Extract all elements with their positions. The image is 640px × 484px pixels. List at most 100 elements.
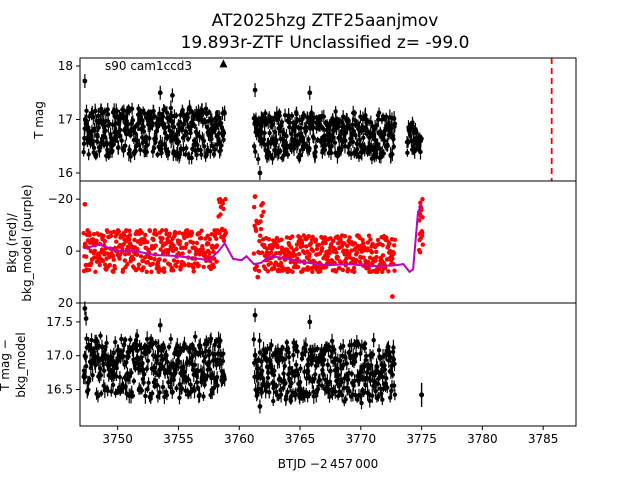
middle-data-point xyxy=(347,235,352,240)
bottom-data-point xyxy=(329,338,335,344)
bottom-data-point xyxy=(366,366,371,371)
bottom-data-point xyxy=(352,378,357,384)
middle-data-point xyxy=(374,255,379,260)
middle-data-point xyxy=(337,266,342,271)
bottom-data-point xyxy=(297,379,303,385)
middle-data-point xyxy=(279,237,284,242)
bottom-data-point xyxy=(286,354,292,360)
middle-data-point xyxy=(278,260,284,266)
top-data-point xyxy=(298,125,304,131)
top-data-point xyxy=(343,129,348,135)
middle-data-point xyxy=(268,260,273,266)
top-data-point xyxy=(298,153,303,158)
middle-data-point xyxy=(295,264,301,270)
middle-data-point xyxy=(365,240,371,245)
bottom-data-point xyxy=(321,357,327,362)
top-data-point xyxy=(159,150,164,156)
bottom-data-point xyxy=(141,380,146,385)
top-data-point xyxy=(184,145,189,151)
bottom-data-point xyxy=(95,338,100,344)
top-data-point xyxy=(168,105,174,111)
top-data-point xyxy=(218,121,224,126)
middle-data-point xyxy=(152,257,157,262)
bottom-data-point xyxy=(321,352,327,357)
bottom-data-point xyxy=(391,383,397,388)
bottom-data-point xyxy=(343,397,348,402)
middle-data-point xyxy=(391,243,397,248)
top-data-point xyxy=(356,154,362,159)
top-ytick-label: 17 xyxy=(58,113,73,127)
top-data-point xyxy=(185,115,190,120)
top-data-point xyxy=(94,139,100,144)
bottom-data-point xyxy=(211,385,217,391)
top-data-point xyxy=(267,130,272,136)
top-data-point xyxy=(304,125,309,130)
bottom-ytick-label: 17.5 xyxy=(46,315,73,329)
middle-data-point xyxy=(114,239,119,244)
bottom-data-point xyxy=(156,344,161,350)
bottom-outlier-point xyxy=(83,316,89,321)
middle-data-point xyxy=(108,233,114,239)
bottom-data-point xyxy=(113,339,118,345)
bottom-data-point xyxy=(314,393,319,398)
middle-data-point xyxy=(141,265,146,270)
bottom-data-point xyxy=(352,359,358,365)
middle-data-point xyxy=(142,255,148,260)
middle-data-point xyxy=(201,264,206,270)
top-data-point xyxy=(124,127,130,132)
middle-data-point xyxy=(259,213,264,218)
bottom-data-point xyxy=(370,352,376,357)
middle-data-point xyxy=(190,240,196,245)
bottom-data-point xyxy=(125,377,131,382)
bottom-data-point xyxy=(117,375,123,380)
bottom-data-point xyxy=(384,376,389,381)
top-data-point xyxy=(270,122,276,127)
bottom-data-point xyxy=(104,340,109,346)
bottom-data-point xyxy=(170,389,175,395)
top-data-point xyxy=(114,108,120,114)
top-data-point xyxy=(199,152,204,157)
top-data-point xyxy=(221,137,226,142)
top-data-point xyxy=(377,146,382,151)
middle-data-point xyxy=(386,269,391,274)
top-data-point xyxy=(392,121,398,126)
middle-data-point xyxy=(307,251,312,257)
middle-data-point xyxy=(365,246,370,251)
middle-data-point xyxy=(342,241,347,246)
top-data-point xyxy=(363,125,368,130)
middle-data-point xyxy=(152,228,158,233)
middle-data-point xyxy=(151,237,156,243)
middle-data-point xyxy=(211,264,216,270)
bottom-data-point xyxy=(339,392,345,398)
middle-data-point xyxy=(310,234,315,240)
top-data-point xyxy=(198,147,203,153)
top-data-point xyxy=(123,143,128,149)
middle-data-point xyxy=(253,267,258,272)
top-data-point xyxy=(361,135,366,140)
middle-data-point xyxy=(162,269,167,275)
middle-data-point xyxy=(209,232,214,237)
bottom-data-point xyxy=(155,382,160,388)
middle-data-point xyxy=(351,265,357,271)
bottom-data-point xyxy=(373,388,378,394)
top-data-point xyxy=(218,148,223,153)
top-data-point xyxy=(110,148,115,153)
top-data-point xyxy=(291,146,297,151)
top-data-point xyxy=(105,112,111,117)
top-data-point xyxy=(255,156,261,162)
bottom-data-point xyxy=(155,394,161,399)
middle-data-point xyxy=(373,258,378,263)
bottom-data-point xyxy=(283,381,288,386)
top-data-point xyxy=(355,141,360,147)
top-data-point xyxy=(268,153,273,158)
middle-data-point xyxy=(127,232,133,238)
bottom-outlier-point xyxy=(82,306,88,311)
middle-data-point xyxy=(278,251,283,256)
bottom-data-point xyxy=(192,388,197,393)
middle-data-point xyxy=(121,232,127,238)
bottom-data-point xyxy=(382,367,388,372)
middle-data-point xyxy=(126,246,131,251)
middle-data-point xyxy=(338,238,343,244)
middle-data-point xyxy=(318,266,323,272)
